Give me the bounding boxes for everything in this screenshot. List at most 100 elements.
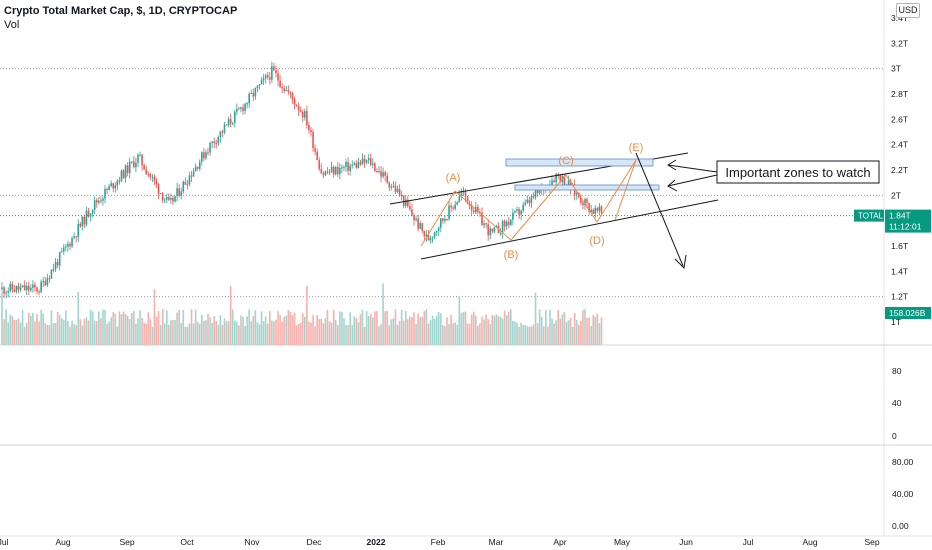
candle-body <box>1 287 3 290</box>
volume-bar <box>499 317 502 345</box>
candle-body <box>83 216 86 225</box>
candle-body <box>54 261 57 270</box>
volume-bar <box>495 314 498 345</box>
candle-body <box>279 80 281 88</box>
volume-bar <box>326 309 329 345</box>
volume-bar <box>417 313 419 345</box>
volume-bar <box>36 313 38 345</box>
pane-tick: 80.00 <box>892 457 914 467</box>
candle-body <box>308 124 310 131</box>
price-tick: 1.4T <box>891 266 908 276</box>
price-tick: 3T <box>891 64 901 74</box>
volume-bar <box>262 321 265 345</box>
volume-bar <box>448 324 450 345</box>
volume-bar <box>1 291 3 345</box>
candle-body <box>384 172 386 176</box>
callout-pointer <box>667 174 718 187</box>
candle-body <box>23 285 26 291</box>
volume-label[interactable]: Vol <box>4 19 20 31</box>
volume-bar <box>168 324 170 345</box>
candle-body <box>580 197 582 203</box>
candle-body <box>450 205 452 208</box>
candle-body <box>225 124 228 126</box>
currency-badge[interactable]: USD <box>896 3 920 18</box>
volume-bar <box>596 313 599 345</box>
candle-body <box>281 87 283 89</box>
volume-bar <box>330 322 333 345</box>
candle-body <box>343 166 345 168</box>
candle-body <box>133 161 135 168</box>
volume-bar <box>355 317 358 345</box>
candle-body <box>378 170 380 172</box>
candle-body <box>198 161 201 169</box>
candle-body <box>372 163 374 165</box>
volume-bar <box>390 319 393 345</box>
candle-body <box>439 218 442 228</box>
volume-bar <box>283 316 286 345</box>
candle-body <box>277 73 279 81</box>
candle-body <box>95 200 98 203</box>
volume-bar <box>71 320 73 345</box>
bar-countdown: 11:12:01 <box>889 222 922 232</box>
candle-body <box>600 206 603 213</box>
candle-body <box>91 209 94 214</box>
symbol-badge-label: TOTAL <box>858 212 884 221</box>
candle-body <box>120 170 123 182</box>
volume-bar <box>553 323 555 345</box>
volume-bar <box>320 318 323 345</box>
candle-body <box>118 180 121 182</box>
volume-bar <box>349 312 351 345</box>
volume-badge <box>885 307 931 319</box>
candle-body <box>320 168 323 174</box>
volume-bar <box>174 319 176 345</box>
volume-bar <box>155 316 158 345</box>
volume-bar <box>63 319 65 345</box>
chart-header: Crypto Total Market Cap, $, 1D, CRYPTOCA… <box>4 4 237 32</box>
volume-bar <box>542 326 545 345</box>
volume-bar <box>367 315 370 345</box>
volume-bar <box>318 319 321 345</box>
volume-bar <box>217 324 220 345</box>
candle-body <box>332 166 335 175</box>
symbol-title[interactable]: Crypto Total Market Cap, $, 1D, CRYPTOCA… <box>4 5 238 17</box>
volume-bar <box>466 323 469 345</box>
candle-body <box>69 243 71 247</box>
candle-body <box>524 202 527 205</box>
candle-body <box>460 192 463 196</box>
volume-bar <box>250 321 253 345</box>
volume-bar <box>147 312 150 345</box>
volume-bar <box>557 309 559 345</box>
candle-body <box>40 281 42 293</box>
volume-bar <box>13 319 16 345</box>
volume-bar <box>485 314 487 345</box>
volume-bar <box>93 320 96 345</box>
candle-body <box>73 236 75 238</box>
volume-bar <box>588 317 590 345</box>
candle-body <box>363 158 366 163</box>
volume-bar <box>304 316 306 345</box>
volume-bar <box>526 326 529 345</box>
candle-body <box>13 289 16 292</box>
volume-bar <box>380 324 382 345</box>
volume-bar <box>38 321 40 345</box>
volume-bar <box>83 318 86 345</box>
last-price-value: 1.84T <box>889 211 911 221</box>
volume-bar <box>285 315 288 345</box>
volume-bar <box>561 314 564 345</box>
candle-body <box>145 169 147 175</box>
volume-bar <box>530 326 533 345</box>
volume-bar <box>551 318 553 345</box>
volume-bar <box>178 309 180 345</box>
time-tick: Feb <box>431 537 446 547</box>
zone-upper <box>505 158 654 167</box>
volume-bar <box>312 315 314 345</box>
candle-body <box>3 287 5 294</box>
candle-body <box>538 189 541 194</box>
volume-bar <box>85 317 88 345</box>
candle-body <box>256 85 259 88</box>
volume-bar <box>258 324 261 345</box>
candle-body <box>341 167 343 169</box>
candle-body <box>429 237 432 241</box>
